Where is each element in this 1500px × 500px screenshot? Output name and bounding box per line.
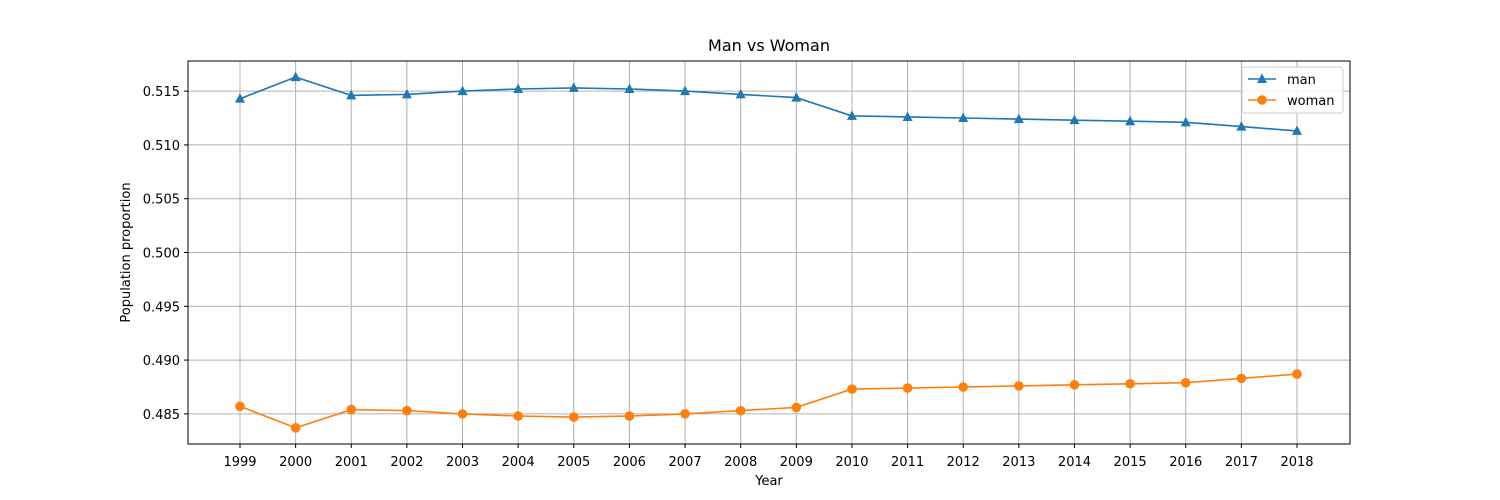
grid xyxy=(188,61,1350,444)
data-point-woman xyxy=(290,423,301,433)
axes: 1999 2000 2001 2002 2003 2004 2005 2006 2007 2008… xyxy=(143,85,1314,470)
y-tick-label: 0.510 xyxy=(143,139,180,154)
data-point-man xyxy=(568,82,579,92)
x-tick-label: 2016 xyxy=(1169,455,1202,470)
x-tick-label: 2005 xyxy=(557,455,590,470)
legend-label-man: man xyxy=(1287,73,1316,88)
data-point-woman xyxy=(457,409,468,419)
series-man xyxy=(235,71,1302,135)
data-point-man xyxy=(1069,114,1080,125)
data-point-woman xyxy=(346,404,357,415)
x-tick-label: 2008 xyxy=(724,455,757,470)
legend-marker-woman xyxy=(1257,95,1267,105)
x-tick-label: 2007 xyxy=(669,455,702,470)
x-axis-title: Year xyxy=(754,474,783,489)
x-tick-label: 2018 xyxy=(1280,455,1313,470)
x-tick-label: 2002 xyxy=(390,455,423,470)
x-tick-label: 1999 xyxy=(223,455,256,470)
series-woman xyxy=(235,369,1302,433)
data-point-woman xyxy=(1292,369,1302,379)
series-line-man xyxy=(239,76,1298,132)
legend-marker-man xyxy=(1257,73,1267,83)
x-tick-label: 2006 xyxy=(613,455,646,470)
data-point-man xyxy=(235,93,245,103)
y-tick-label: 0.490 xyxy=(143,354,180,369)
y-tick-label: 0.500 xyxy=(143,247,180,262)
data-point-woman xyxy=(513,411,523,421)
data-point-woman xyxy=(680,409,690,419)
data-point-man xyxy=(1180,116,1191,127)
x-tick-label: 2014 xyxy=(1058,455,1091,470)
data-point-woman xyxy=(1069,380,1080,390)
legend-label-woman: woman xyxy=(1287,94,1334,109)
data-point-woman xyxy=(791,402,802,413)
x-tick-label: 2009 xyxy=(780,455,813,470)
data-point-woman xyxy=(735,405,746,416)
data-point-woman xyxy=(402,405,412,416)
data-point-man xyxy=(290,71,301,82)
legend: man woman xyxy=(1241,66,1344,114)
data-point-woman xyxy=(235,401,245,412)
data-point-man xyxy=(1013,113,1024,124)
data-point-man xyxy=(624,83,635,93)
y-tick-label: 0.515 xyxy=(143,85,180,100)
data-point-woman xyxy=(958,382,969,392)
data-point-man xyxy=(513,83,524,93)
x-tick-label: 2011 xyxy=(891,455,924,470)
data-point-man xyxy=(902,111,913,121)
data-point-woman xyxy=(1236,373,1247,384)
data-point-woman xyxy=(847,384,857,394)
x-tick-label: 2003 xyxy=(446,455,479,470)
data-point-man xyxy=(346,89,357,100)
data-point-man xyxy=(846,110,857,120)
data-point-woman xyxy=(624,411,635,421)
data-point-man xyxy=(1292,125,1302,135)
data-point-man xyxy=(680,85,691,96)
data-point-man xyxy=(958,112,969,123)
y-tick-label: 0.485 xyxy=(143,408,180,423)
x-tick-label: 2004 xyxy=(502,455,535,470)
x-tick-label: 2017 xyxy=(1225,455,1258,470)
data-point-man xyxy=(1236,121,1247,131)
data-point-man xyxy=(401,88,412,99)
chart-title: Man vs Woman xyxy=(708,36,830,55)
data-point-man xyxy=(1125,115,1136,126)
data-point-woman xyxy=(1014,381,1024,391)
data-point-woman xyxy=(902,383,913,393)
x-tick-label: 2015 xyxy=(1114,455,1147,470)
data-point-woman xyxy=(1125,378,1135,389)
series-layer xyxy=(235,71,1302,433)
y-tick-label: 0.495 xyxy=(143,300,180,315)
x-tick-label: 2010 xyxy=(835,455,868,470)
y-axis-title: Population proportion xyxy=(119,182,134,322)
x-tick-label: 2013 xyxy=(1002,455,1035,470)
data-point-man xyxy=(791,92,802,102)
data-point-woman xyxy=(1180,377,1191,388)
x-tick-label: 2001 xyxy=(335,455,368,470)
x-tick-label: 2012 xyxy=(947,455,980,470)
x-tick-label: 2000 xyxy=(279,455,312,470)
y-tick-label: 0.505 xyxy=(143,193,180,208)
series-line-woman xyxy=(239,373,1298,429)
data-point-woman xyxy=(568,412,579,422)
data-point-man xyxy=(735,88,746,99)
data-point-man xyxy=(457,85,468,96)
